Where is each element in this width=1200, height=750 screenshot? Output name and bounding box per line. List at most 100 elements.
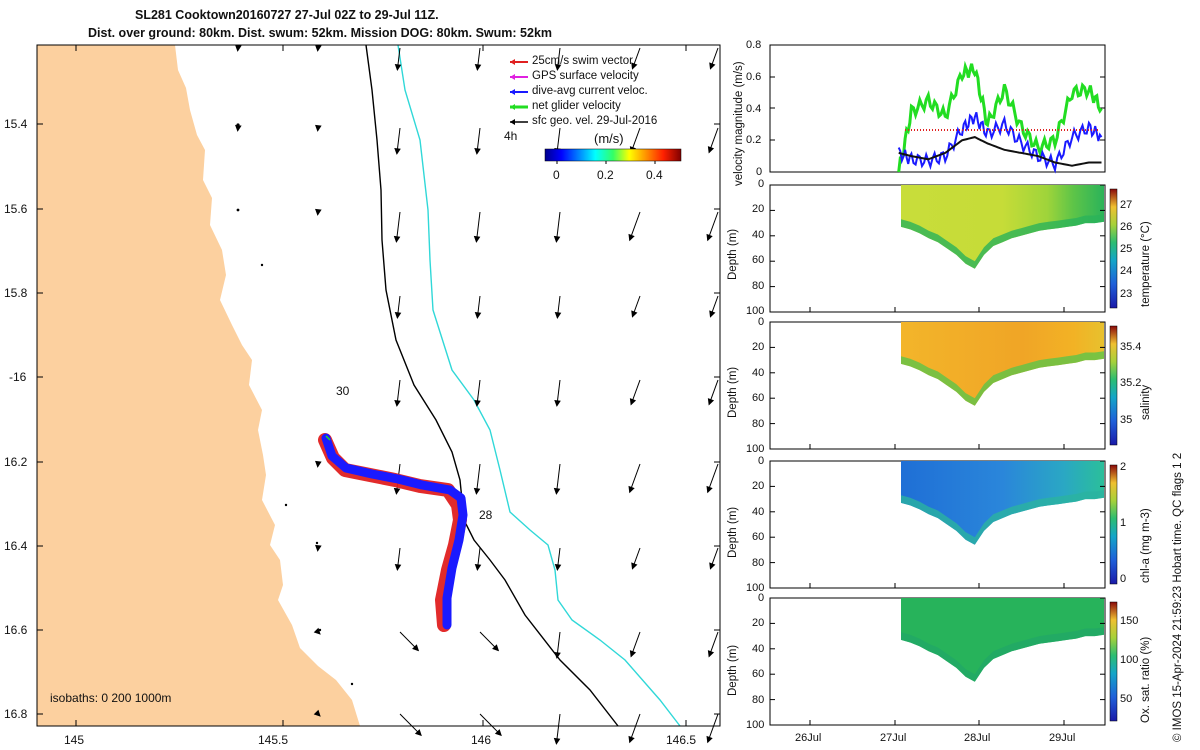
depth-label-chl: Depth (m) (727, 506, 739, 558)
lat-tick: 15.6 (4, 202, 28, 216)
lon-tick: 146 (471, 733, 492, 747)
velocity-vector-head (707, 650, 715, 658)
velocity-vector-head (554, 399, 561, 407)
lat-tick: 16.4 (4, 539, 28, 553)
velocity-vector-head (393, 487, 401, 495)
colorbar-tick: 0.2 (597, 168, 614, 182)
map-axes (36, 44, 721, 727)
velocity-vector-head (474, 563, 482, 571)
net-glider-track (325, 435, 331, 441)
island (318, 628, 322, 632)
depth-tick: 20 (752, 480, 765, 492)
profile-colorbar (1109, 464, 1118, 585)
surface-velocity-vectors (235, 44, 719, 745)
cbar-tick-sal: 35 (1120, 414, 1133, 426)
cbar-tick-temp: 27 (1120, 199, 1133, 211)
depth-tick: 40 (752, 229, 765, 241)
legend-gps-velocity: GPS surface velocity (532, 70, 639, 82)
time-tick: 29Jul (1049, 732, 1076, 744)
cbar-label-sal: salinity (1140, 384, 1152, 420)
island (315, 541, 319, 545)
depth-tick: 60 (752, 668, 765, 680)
velocity-vector-head (554, 311, 562, 319)
velocity-vector-head (553, 487, 561, 495)
profile-panel-1 (769, 321, 1118, 450)
velocity-panel (769, 44, 1106, 174)
cbar-label-ox: Ox. sat. ratio (%) (1140, 636, 1152, 723)
island (260, 263, 264, 267)
velocity-vector-head (313, 627, 321, 635)
depth-tick: 0 (758, 178, 765, 190)
velocity-vector-head (494, 729, 502, 737)
depth-tick: 40 (752, 643, 765, 655)
velocity-vector-head (394, 63, 402, 71)
profile-colorbar (1109, 601, 1118, 722)
depth-label-ox: Depth (m) (727, 644, 739, 696)
depth-tick: 40 (752, 506, 765, 518)
velocity-vector-head (474, 63, 482, 71)
legend-swim-vector: 25cm/s swim vector (532, 55, 633, 67)
colorbar-unit: (m/s) (594, 131, 624, 146)
velocity-vector-head (554, 563, 562, 571)
isobath-1000m (397, 44, 681, 727)
velocity-vector-head (315, 124, 322, 132)
velocity-vector-head (554, 651, 561, 659)
cbar-tick-temp: 23 (1120, 288, 1133, 300)
velocity-vector-head (709, 310, 716, 318)
lat-tick: 16.8 (4, 707, 28, 721)
profile-colorbar (1109, 325, 1118, 446)
velocity-vector-head (315, 460, 322, 468)
velocity-vector-head (474, 147, 481, 155)
depth-tick: 40 (752, 367, 765, 379)
isobath-label-28: 28 (479, 508, 493, 522)
velocity-vector-head (235, 124, 242, 132)
velocity-vector-head (393, 235, 401, 243)
isobath-200m (365, 44, 619, 727)
cbar-tick-ox: 150 (1120, 615, 1139, 627)
velocity-vector-head (474, 311, 482, 319)
cbar-tick-sal: 35.2 (1120, 377, 1142, 389)
velocity-vector-head (707, 146, 715, 154)
velocity-vector-head (631, 562, 638, 570)
time-tick: 28Jul (964, 732, 991, 744)
velocity-vector-head (553, 737, 561, 745)
depth-tick: 20 (752, 341, 765, 353)
depth-tick: 100 (746, 582, 765, 594)
legend-sfc-geo: sfc geo. vel. 29-Jul-2016 (532, 115, 658, 127)
velocity-vector-head (394, 399, 401, 407)
velocity-vector-head (492, 644, 500, 652)
time-tick: 27Jul (880, 732, 907, 744)
lat-tick: 15.8 (4, 286, 28, 300)
cbar-tick-sal: 35.4 (1120, 341, 1142, 353)
time-label-4h: 4h (504, 129, 518, 143)
depth-tick: 60 (752, 392, 765, 404)
velocity-vector-head (235, 44, 242, 52)
velocity-vector-head (474, 399, 481, 407)
velocity-vector-head (628, 233, 635, 242)
velocity-vector-head (315, 544, 322, 552)
island (350, 682, 354, 686)
isobaths-caption: isobaths: 0 200 1000m (50, 691, 172, 705)
velocity-vector-head (412, 644, 420, 652)
velocity-vector-head (554, 63, 562, 71)
colorbar-tick: 0 (553, 168, 560, 182)
depth-label-sal: Depth (m) (727, 366, 739, 418)
vel-tick: 0.8 (746, 39, 762, 51)
depth-tick: 80 (752, 557, 765, 569)
section-deep-layer (901, 627, 1104, 682)
velocity-vector-head (629, 650, 637, 658)
map-legend (510, 59, 528, 125)
velocity-vector-head (394, 147, 401, 155)
depth-tick: 100 (746, 443, 765, 455)
island (284, 503, 288, 507)
velocity-vector-head (707, 398, 715, 406)
velocity-vector-head (473, 235, 481, 243)
depth-tick: 80 (752, 418, 765, 430)
velocity-vector-head (706, 485, 713, 494)
lat-tick: 15.4 (4, 117, 28, 131)
cbar-label-chl: chl-a (mg m-3) (1140, 508, 1152, 583)
cbar-tick-chl: 0 (1120, 573, 1127, 585)
profile-panel-2 (769, 460, 1118, 589)
